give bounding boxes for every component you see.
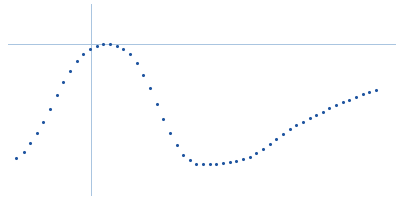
Point xyxy=(286,128,293,131)
Point xyxy=(320,110,326,113)
Point xyxy=(193,162,200,165)
Point xyxy=(313,113,319,117)
Point xyxy=(246,155,253,158)
Point xyxy=(153,102,160,105)
Point xyxy=(260,147,266,151)
Point xyxy=(80,53,86,56)
Point xyxy=(366,90,372,93)
Point xyxy=(54,94,60,97)
Point xyxy=(200,163,206,166)
Point xyxy=(47,107,53,111)
Point xyxy=(240,158,246,161)
Point xyxy=(253,152,260,155)
Point xyxy=(173,143,180,146)
Point xyxy=(233,159,240,163)
Point xyxy=(74,60,80,63)
Point xyxy=(34,131,40,134)
Point xyxy=(326,107,333,110)
Point xyxy=(27,141,33,145)
Point xyxy=(360,93,366,96)
Point xyxy=(60,80,67,83)
Point xyxy=(373,89,379,92)
Point xyxy=(220,161,226,164)
Point xyxy=(94,44,100,47)
Point xyxy=(13,157,20,160)
Point xyxy=(107,43,113,46)
Point xyxy=(300,120,306,123)
Point xyxy=(20,150,27,153)
Point xyxy=(206,163,213,166)
Point xyxy=(133,61,140,64)
Point xyxy=(87,48,93,51)
Point xyxy=(160,118,166,121)
Point xyxy=(40,120,47,123)
Point xyxy=(306,117,313,120)
Point xyxy=(280,132,286,135)
Point xyxy=(127,53,133,56)
Point xyxy=(100,43,106,46)
Point xyxy=(187,159,193,162)
Point xyxy=(273,137,280,140)
Point xyxy=(293,124,300,127)
Point xyxy=(346,98,353,101)
Point xyxy=(353,95,359,99)
Point xyxy=(147,87,153,90)
Point xyxy=(180,153,186,157)
Point xyxy=(213,162,220,165)
Point xyxy=(114,44,120,47)
Point xyxy=(67,69,73,72)
Point xyxy=(266,142,273,146)
Point xyxy=(167,131,173,134)
Point xyxy=(333,103,339,106)
Point xyxy=(140,73,146,76)
Point xyxy=(120,48,126,51)
Point xyxy=(226,160,233,163)
Point xyxy=(340,101,346,104)
